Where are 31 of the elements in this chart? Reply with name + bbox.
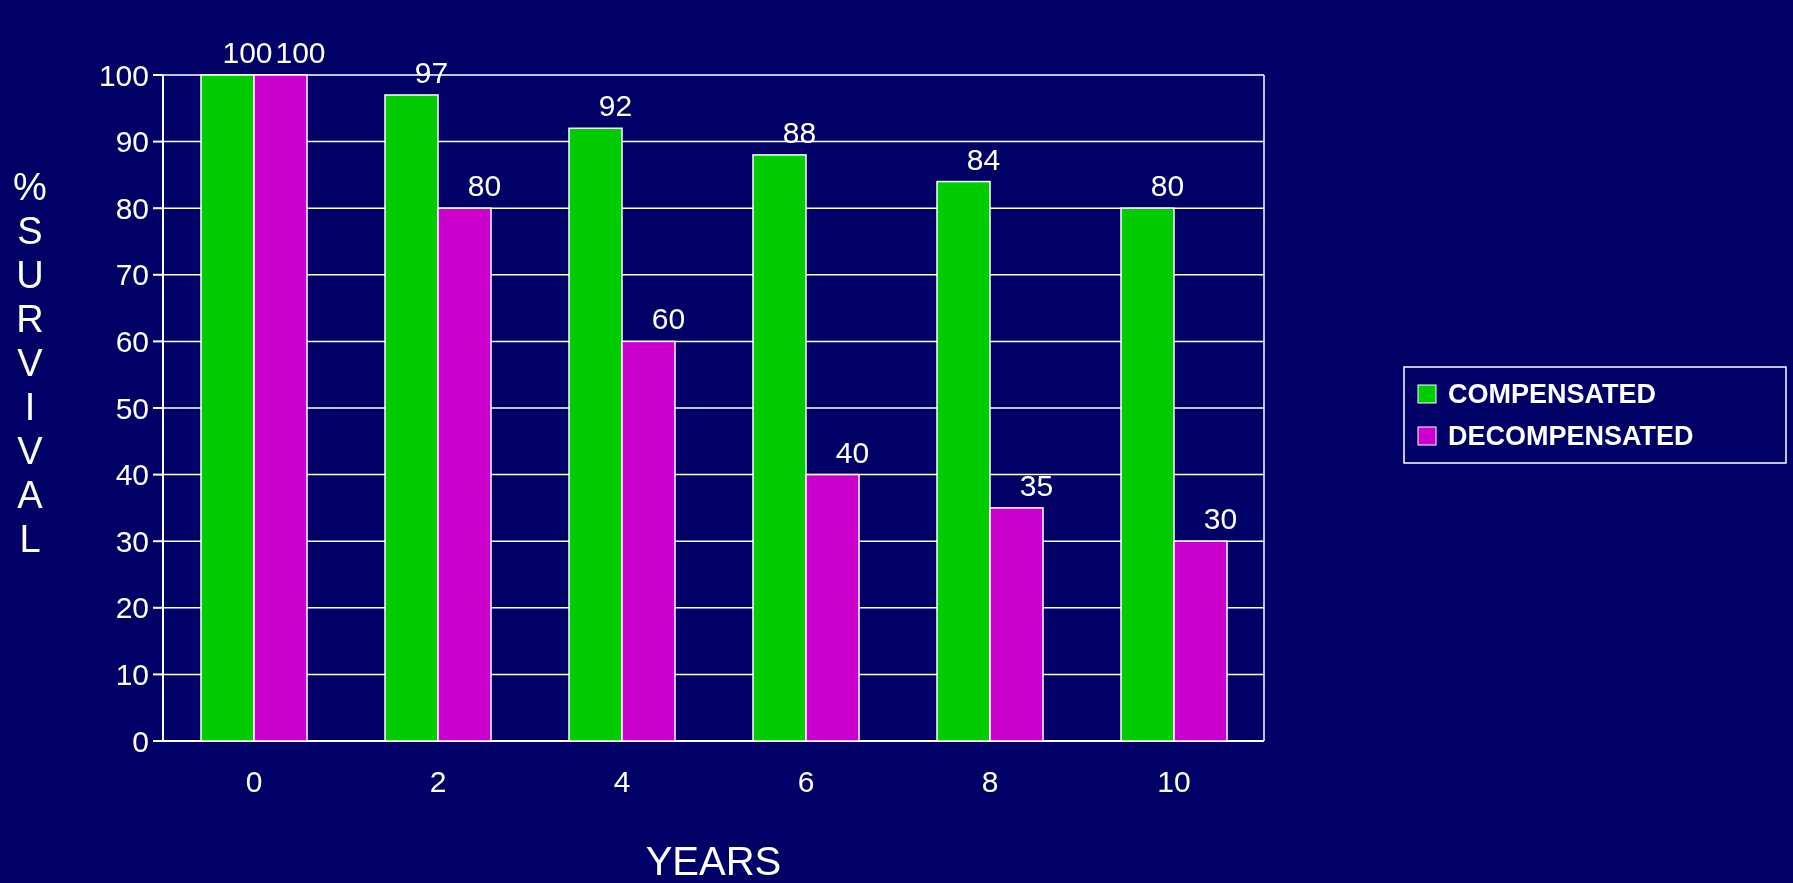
data-label: 80 bbox=[1150, 169, 1185, 203]
y-tick-label: 70 bbox=[115, 258, 149, 292]
data-label: 60 bbox=[651, 302, 686, 336]
y-tick-label: 20 bbox=[115, 591, 149, 625]
y-tick-label: 50 bbox=[115, 391, 149, 425]
data-label: 40 bbox=[835, 435, 870, 469]
y-tick-label: 60 bbox=[115, 324, 149, 358]
data-label: 35 bbox=[1019, 468, 1054, 502]
x-tick-label: 0 bbox=[245, 765, 263, 798]
y-tick-label: 10 bbox=[115, 657, 149, 691]
x-tick-label: 2 bbox=[429, 765, 447, 798]
data-label: 100 bbox=[222, 36, 273, 69]
y-tick-label: 0 bbox=[132, 724, 149, 758]
x-axis-title: YEARS bbox=[645, 839, 782, 883]
y-tick-label: 30 bbox=[115, 524, 149, 558]
y-tick-label: 90 bbox=[115, 125, 149, 159]
data-label: 84 bbox=[966, 142, 1001, 176]
x-tick-label: 6 bbox=[797, 765, 815, 798]
x-tick-label: 8 bbox=[981, 765, 999, 798]
x-tick-label: 4 bbox=[613, 765, 631, 798]
legend-label: COMPENSATED bbox=[1448, 379, 1657, 410]
y-tick-label: 100 bbox=[98, 58, 149, 92]
legend-label: DECOMPENSATED bbox=[1448, 421, 1694, 452]
data-label: 30 bbox=[1203, 502, 1238, 536]
data-label: 100 bbox=[275, 36, 326, 69]
text: % SURVIVAL bbox=[13, 166, 47, 560]
y-tick-label: 40 bbox=[115, 458, 149, 492]
data-label: 80 bbox=[467, 169, 502, 203]
x-tick-label: 10 bbox=[1157, 765, 1191, 798]
y-tick-label: 80 bbox=[115, 191, 149, 225]
data-label: 92 bbox=[598, 89, 633, 123]
